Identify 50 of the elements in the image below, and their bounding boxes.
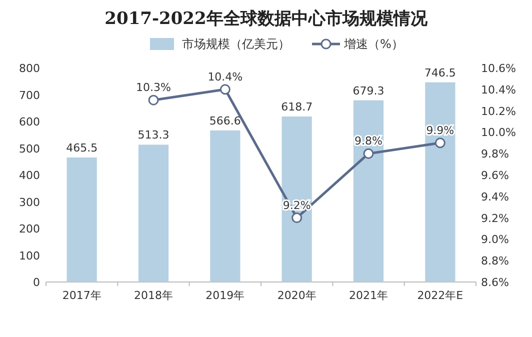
x-tick-label: 2018年 — [134, 289, 173, 302]
point — [292, 212, 302, 224]
y-tick-label: 400 — [19, 169, 40, 182]
data-label: 566.6 — [209, 114, 241, 128]
data-label: 679.3 — [352, 84, 384, 98]
bar — [282, 116, 312, 282]
y2-tick-label: 9.0% — [481, 233, 509, 246]
y2-tick-label: 8.8% — [481, 254, 509, 268]
point — [220, 84, 230, 95]
y-tick-label: 600 — [19, 116, 40, 128]
y2-tick-label: 8.6% — [481, 276, 509, 289]
x-tick-label: 2017年 — [62, 289, 102, 302]
x-tick-label: 2019年 — [206, 289, 245, 302]
y2-tick-label: 10.2% — [481, 104, 516, 118]
x-tick-label: 2022年E — [417, 289, 464, 302]
point — [434, 138, 446, 148]
data-label: 618.7 — [281, 100, 313, 114]
bar — [353, 100, 384, 282]
y-tick-label: 700 — [19, 88, 40, 102]
y2-tick-label: 9.2% — [481, 212, 509, 225]
y-tick-label: 500 — [19, 142, 40, 156]
chart-title: 2017-2022年全球数据中心市场规模情况 — [104, 9, 428, 29]
y-tick-label: 800 — [19, 62, 40, 75]
y2-tick-label: 10.0% — [481, 126, 516, 140]
data-label: 513.3 — [138, 128, 170, 142]
y-tick-label: 0 — [33, 276, 40, 289]
data-label: 9.8% — [354, 134, 382, 148]
y2-tick-label: 9.6% — [481, 169, 509, 182]
bar — [210, 130, 240, 282]
y2-tick-label: 10.6% — [481, 62, 516, 75]
bar — [66, 157, 97, 282]
y2-tick-label: 9.4% — [481, 190, 509, 204]
data-label: 10.3% — [136, 81, 171, 94]
x-tick-label: 2020年 — [277, 289, 316, 302]
y-tick-label: 300 — [19, 196, 40, 209]
legend-label: 市场规模（亿美元） — [182, 37, 290, 51]
y2-tick-label: 10.4% — [481, 83, 516, 96]
y2-tick-label: 9.8% — [481, 148, 509, 161]
data-label: 9.9% — [426, 124, 454, 137]
data-label: 465.5 — [66, 141, 98, 154]
legend-label: 增速（%） — [343, 37, 404, 51]
y-tick-label: 100 — [19, 249, 40, 262]
data-label: 10.4% — [208, 70, 243, 84]
bar — [138, 144, 169, 282]
point — [148, 94, 159, 106]
data-label: 746.5 — [424, 66, 456, 80]
bar — [425, 82, 456, 282]
x-tick-label: 2021年 — [349, 289, 388, 302]
y-tick-label: 200 — [19, 222, 40, 236]
point — [363, 148, 374, 159]
